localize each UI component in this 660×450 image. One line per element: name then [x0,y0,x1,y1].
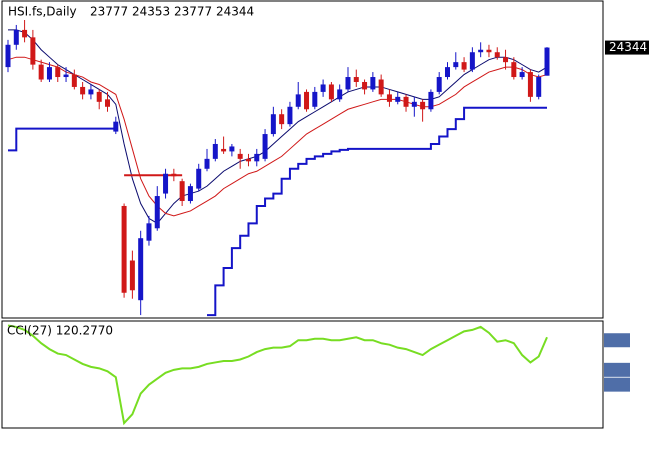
candle-body [30,37,36,65]
candle-body [196,168,202,189]
chart-title: HSI.fs,Daily [8,5,77,19]
candle-body [163,173,169,194]
candle-body [262,134,268,159]
candle-body [22,29,28,38]
indicator-line [8,29,548,224]
candle-body [129,260,135,291]
candle-body [279,114,285,125]
candle-body [146,223,152,241]
candle-body [221,148,227,152]
candle-body [461,62,467,70]
candle-body [270,114,276,135]
candle-body [71,74,77,87]
candle-body [55,67,61,78]
candle-body [328,84,334,100]
candle-body [80,86,86,95]
cci-title: CCI(27) 120.2770 [7,324,113,338]
candle-body [187,186,193,202]
candle-body [544,47,550,76]
axis: 24344 [604,40,649,392]
candle-body [171,173,177,177]
candle-body [527,72,533,97]
cci-frame [1,320,604,429]
candle-body [229,146,235,152]
candle-body [428,91,434,110]
candle-body [179,181,185,202]
candle-body [511,62,517,78]
candle-body [254,153,260,162]
candle-body [38,64,44,80]
candle-body [362,81,368,90]
indicator-line [7,56,548,217]
candles [5,19,550,317]
candle-body [5,44,11,68]
candle-body [63,74,69,78]
plot [5,19,550,426]
candle-body [46,67,52,80]
candle-body [395,96,401,102]
last-price-box [605,40,649,55]
candle-body [519,72,525,78]
level-box [604,333,630,348]
candle-body [212,143,218,159]
level-box [604,362,630,377]
candle-body [353,77,359,82]
candle-body [105,99,111,107]
candle-body [411,101,417,107]
candle-body [345,77,351,90]
candle-body [536,77,542,97]
candle-body [154,196,160,229]
candle-body [121,205,127,293]
candle-body [386,94,392,102]
candle-body [113,121,119,132]
candle-body [469,52,475,70]
candle-body [96,91,102,102]
candle-body [494,52,500,58]
candle-body [370,77,376,90]
last-price-label: 24344 [609,40,647,54]
candle-body [337,89,343,100]
indicator-line [8,106,547,317]
candle-body [88,89,94,95]
candle-body [320,84,326,92]
candle-body [453,62,459,68]
candle-body [204,158,210,169]
ohlc-label: 23777 24353 23777 24344 [90,5,254,19]
candle-body [403,96,409,107]
candle-body [503,57,509,63]
candle-body [420,101,426,110]
candle-body [312,91,318,107]
candle-body [378,79,384,95]
candle-body [478,49,484,53]
candle-body [436,77,442,92]
candle-body [486,49,492,53]
candle-body [13,29,19,45]
candle-body [287,106,293,125]
level-box [604,377,630,392]
candle-body [237,153,243,159]
candle-body [245,158,251,162]
candle-body [444,67,450,78]
candle-body [138,238,144,301]
candle-body [304,91,310,110]
candle-body [295,94,301,107]
main-frame [1,0,604,319]
cci-line [7,324,548,426]
